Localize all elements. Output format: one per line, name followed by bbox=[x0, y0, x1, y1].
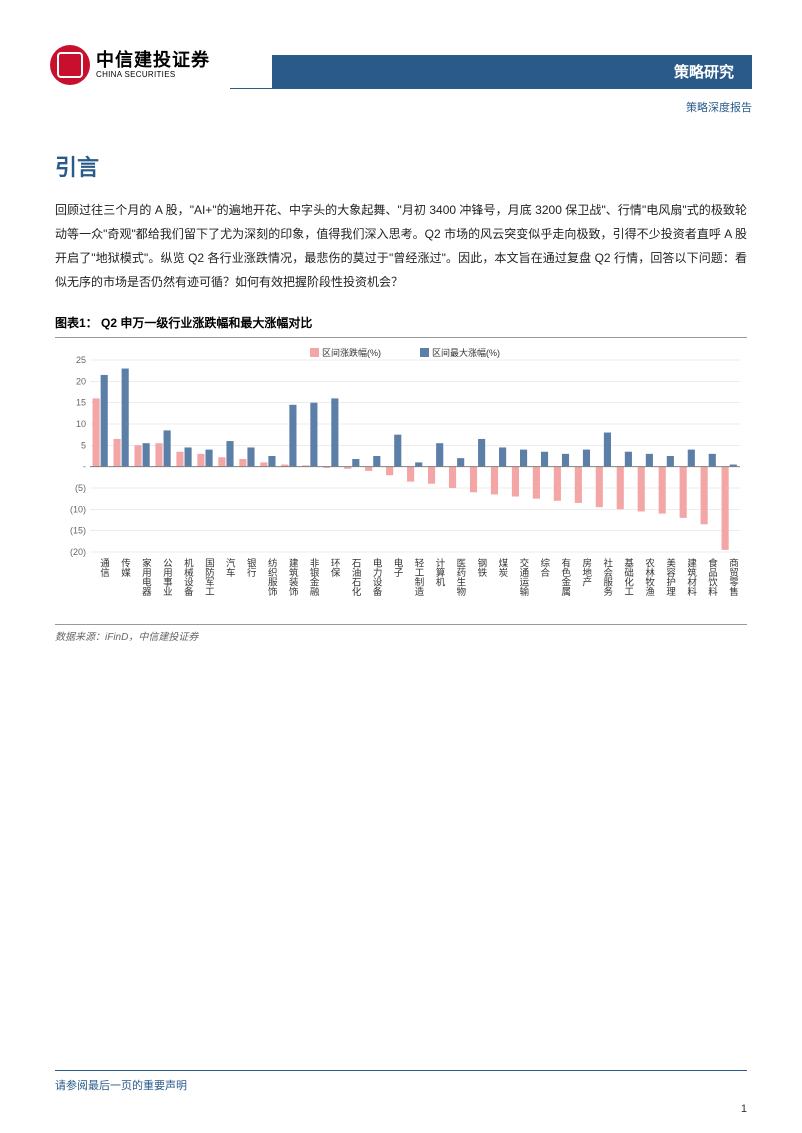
page-root: 中信建投证券 CHINA SECURITIES 策略研究 策略深度报告 引言 回… bbox=[0, 0, 802, 1133]
svg-text:医药生物: 医药生物 bbox=[454, 558, 466, 597]
svg-text:10: 10 bbox=[76, 419, 86, 429]
logo-en-text: CHINA SECURITIES bbox=[96, 71, 210, 80]
svg-text:纺织服饰: 纺织服饰 bbox=[266, 557, 278, 597]
svg-text:(20): (20) bbox=[70, 547, 86, 557]
bar-chart: (20) (15) (10) (5) - 5 10 15 20 25 通信传媒家用电器公用事业机械设… bbox=[55, 342, 745, 622]
svg-text:(10): (10) bbox=[70, 504, 86, 514]
svg-text:食品饮料: 食品饮料 bbox=[706, 557, 718, 597]
page-number: 1 bbox=[741, 1103, 747, 1115]
logo-icon bbox=[50, 45, 90, 85]
title-bar: 策略研究 bbox=[272, 55, 752, 88]
svg-text:国防军工: 国防军工 bbox=[203, 558, 215, 596]
svg-text:区间涨跌幅(%): 区间涨跌幅(%) bbox=[322, 347, 381, 358]
svg-text:区间最大涨幅(%): 区间最大涨幅(%) bbox=[432, 347, 500, 358]
svg-text:交通运输: 交通运输 bbox=[517, 557, 529, 597]
chart-source: 数据来源：iFinD，中信建投证券 bbox=[55, 624, 747, 643]
svg-text:(15): (15) bbox=[70, 526, 86, 536]
logo-block: 中信建投证券 CHINA SECURITIES bbox=[50, 45, 210, 85]
chart-title: 图表1： Q2 申万一级行业涨跌幅和最大涨幅对比 bbox=[55, 314, 747, 331]
svg-text:综合: 综合 bbox=[538, 557, 550, 578]
content-area: 引言 回顾过往三个月的 A 股，"AI+"的遍地开花、中字头的大象起舞、"月初 … bbox=[0, 115, 802, 643]
svg-text:15: 15 bbox=[76, 398, 86, 408]
intro-paragraph: 回顾过往三个月的 A 股，"AI+"的遍地开花、中字头的大象起舞、"月初 340… bbox=[55, 198, 747, 294]
svg-text:电子: 电子 bbox=[392, 557, 404, 577]
svg-text:钢铁: 钢铁 bbox=[475, 557, 487, 578]
svg-text:轻工制造: 轻工制造 bbox=[413, 557, 425, 597]
svg-text:商贸零售: 商贸零售 bbox=[727, 557, 739, 597]
svg-text:煤炭: 煤炭 bbox=[496, 557, 508, 578]
page-header: 中信建投证券 CHINA SECURITIES 策略研究 bbox=[0, 0, 802, 88]
svg-text:农林牧渔: 农林牧渔 bbox=[643, 557, 655, 596]
svg-text:建筑材料: 建筑材料 bbox=[685, 557, 697, 597]
svg-text:机械设备: 机械设备 bbox=[182, 557, 194, 597]
svg-text:银行: 银行 bbox=[245, 557, 257, 578]
svg-text:25: 25 bbox=[76, 355, 86, 365]
chart-area: (20) (15) (10) (5) - 5 10 15 20 25 通信传媒家用电器公用事业机械设… bbox=[55, 337, 747, 643]
svg-text:建筑装饰: 建筑装饰 bbox=[287, 557, 299, 597]
svg-text:有色金属: 有色金属 bbox=[559, 557, 571, 597]
chart-svg-wrap: (20) (15) (10) (5) - 5 10 15 20 25 通信传媒家用电器公用事业机械设… bbox=[55, 342, 747, 622]
svg-text:社会服务: 社会服务 bbox=[601, 557, 613, 597]
svg-text:公用事业: 公用事业 bbox=[161, 558, 173, 596]
svg-text:美容护理: 美容护理 bbox=[664, 557, 676, 596]
svg-text:房地产: 房地产 bbox=[580, 557, 592, 587]
svg-text:5: 5 bbox=[81, 440, 86, 450]
section-heading: 引言 bbox=[55, 150, 747, 182]
svg-text:通信: 通信 bbox=[98, 558, 110, 578]
svg-text:石油石化: 石油石化 bbox=[350, 558, 362, 597]
svg-text:-: - bbox=[83, 462, 86, 472]
logo-text: 中信建投证券 CHINA SECURITIES bbox=[96, 51, 210, 80]
logo-cn-text: 中信建投证券 bbox=[96, 51, 210, 71]
svg-text:计算机: 计算机 bbox=[433, 557, 445, 587]
svg-text:环保: 环保 bbox=[329, 558, 341, 578]
svg-text:基础化工: 基础化工 bbox=[622, 557, 634, 596]
svg-text:20: 20 bbox=[76, 376, 86, 386]
svg-text:电力设备: 电力设备 bbox=[371, 557, 383, 597]
svg-text:家用电器: 家用电器 bbox=[140, 557, 152, 596]
svg-text:非银金融: 非银金融 bbox=[308, 557, 320, 597]
svg-text:传媒: 传媒 bbox=[119, 557, 131, 578]
svg-text:(5): (5) bbox=[75, 483, 86, 493]
footer-disclaimer: 请参阅最后一页的重要声明 bbox=[55, 1070, 747, 1093]
svg-text:汽车: 汽车 bbox=[224, 557, 236, 578]
report-subtitle: 策略深度报告 bbox=[0, 89, 802, 115]
